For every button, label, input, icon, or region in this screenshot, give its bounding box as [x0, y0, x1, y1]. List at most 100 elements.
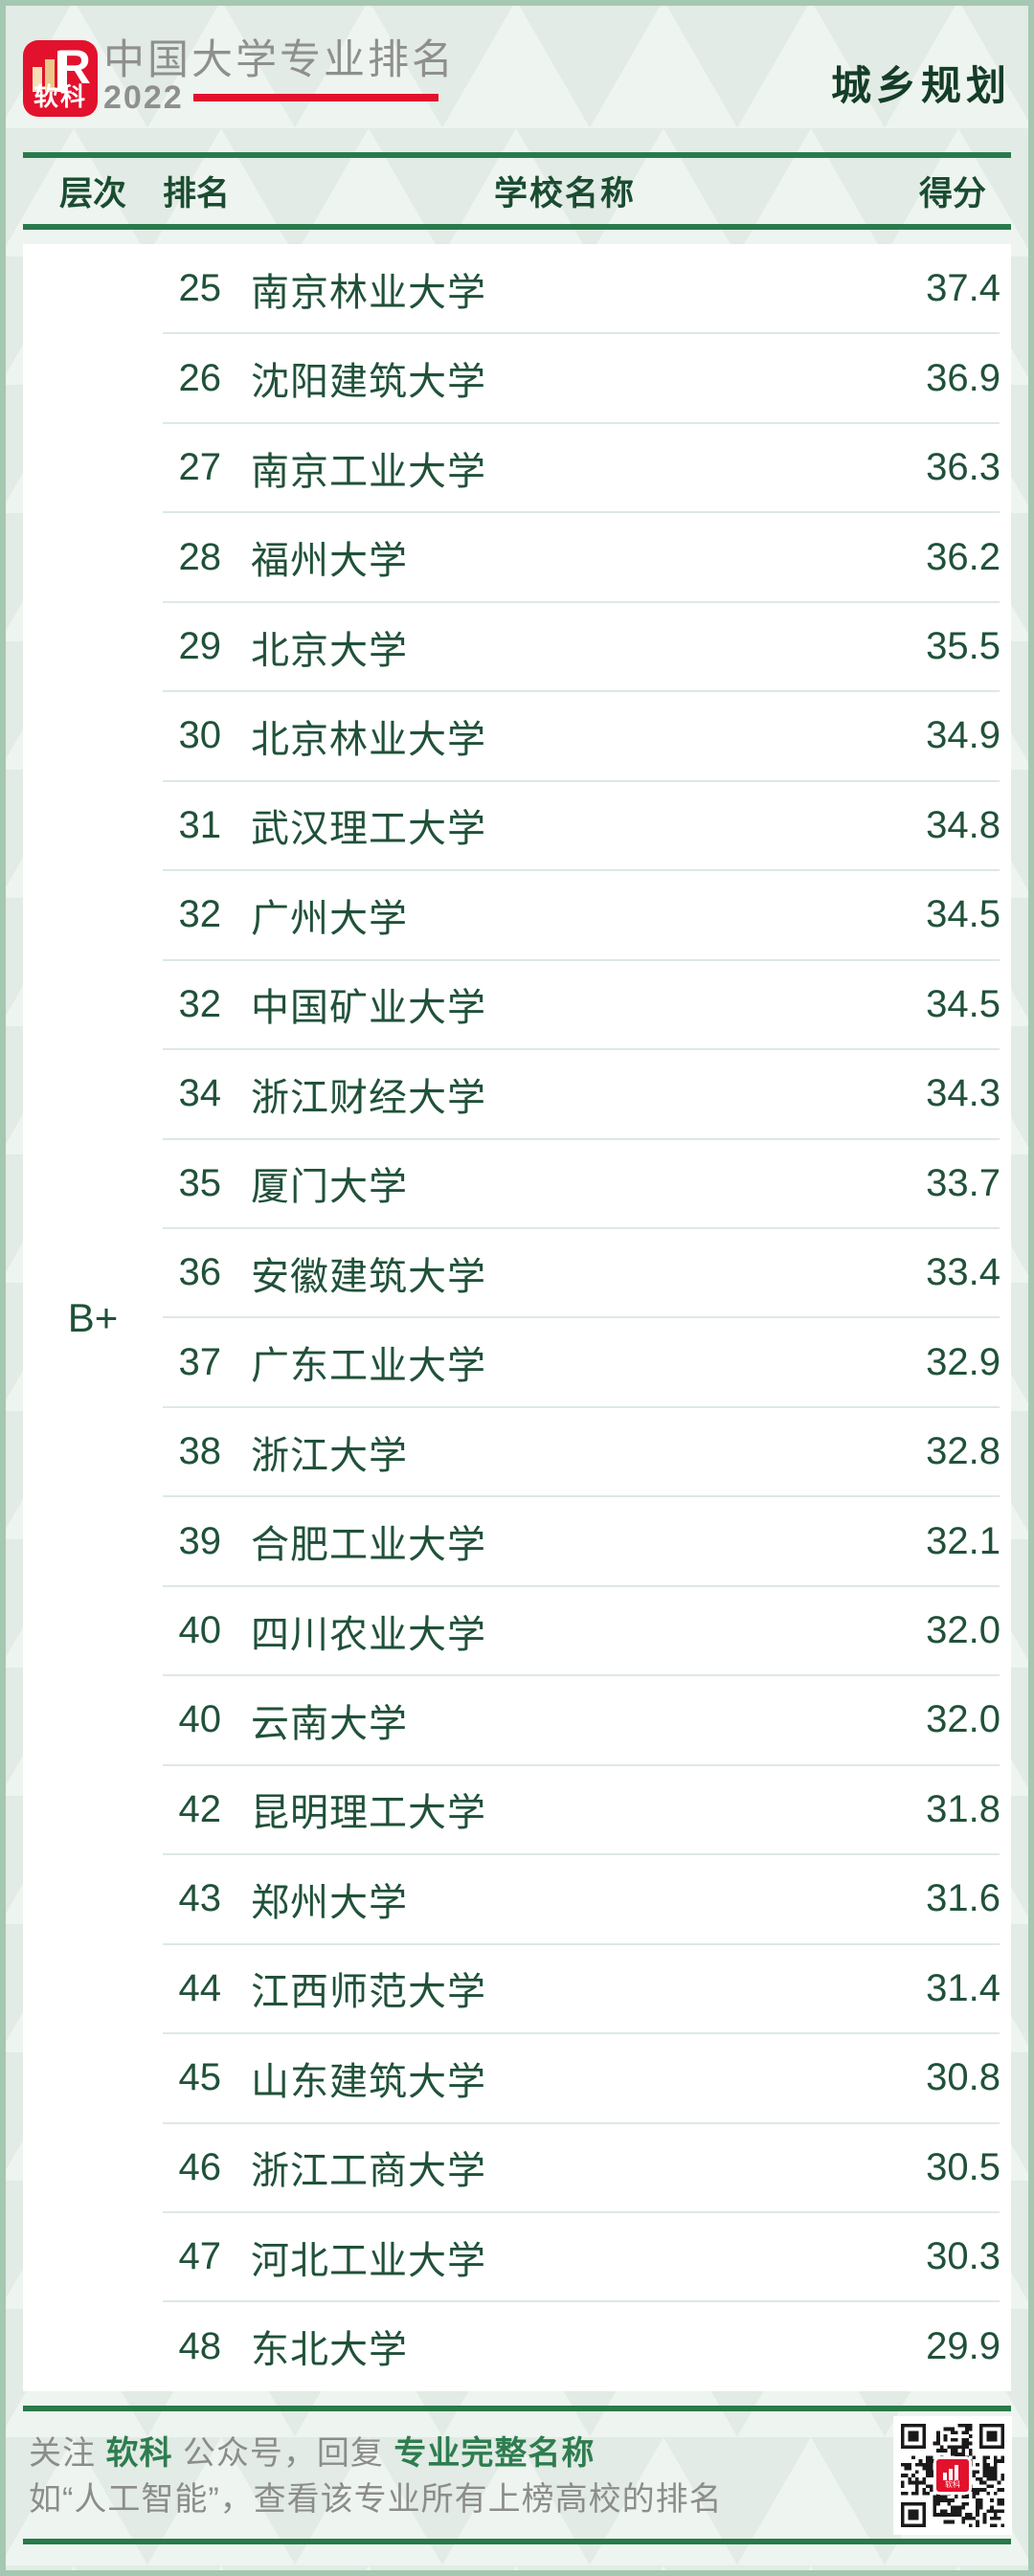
row-rank: 32: [178, 982, 222, 1025]
row-rank: 43: [178, 1877, 222, 1920]
row-rank: 27: [178, 446, 222, 489]
row-rank: 36: [178, 1251, 222, 1294]
table-row: 40 云南大学 32.0: [23, 1674, 1011, 1764]
row-school: 东北大学: [251, 2329, 408, 2372]
footer-follow-middle: 公众号，回复: [172, 2435, 394, 2472]
row-score: 36.9: [926, 356, 1000, 399]
row-school: 浙江大学: [251, 1434, 408, 1477]
row-school: 广州大学: [251, 897, 408, 940]
row-score: 32.0: [926, 1609, 1000, 1652]
column-header-tier: 层次: [58, 175, 126, 213]
table-row: 45 山东建筑大学 30.8: [23, 2032, 1011, 2122]
row-school: 浙江工商大学: [251, 2150, 486, 2193]
table-header: 层次 排名 学校名称 得分: [23, 158, 1011, 224]
row-rank: 32: [178, 893, 222, 936]
row-rank: 37: [178, 1340, 222, 1383]
row-score: 30.8: [926, 2056, 1000, 2099]
row-score: 37.4: [926, 267, 1000, 310]
table-body: 25 南京林业大学 37.4 26 沈阳建筑大学 36.9 27 南京工业大学 …: [23, 244, 1011, 2391]
row-rank: 30: [178, 714, 222, 757]
bar-icon: [45, 59, 55, 92]
year-row: 2022: [103, 78, 438, 116]
table-row: 40 四川农业大学 32.0: [23, 1584, 1011, 1675]
column-header-rank: 排名: [163, 175, 231, 213]
row-rank: 29: [178, 625, 222, 668]
bar-icon: [57, 51, 67, 92]
table-row: 32 广州大学 34.5: [23, 869, 1011, 959]
row-score: 30.3: [926, 2235, 1000, 2278]
table-row: 28 福州大学 36.2: [23, 511, 1011, 601]
table-row: 29 北京大学 35.5: [23, 600, 1011, 691]
row-score: 36.2: [926, 535, 1000, 578]
row-score: 29.9: [926, 2324, 1000, 2367]
qr-code: 软科: [893, 2416, 1012, 2535]
row-school: 广东工业大学: [251, 1345, 486, 1388]
row-score: 32.1: [926, 1519, 1000, 1562]
row-score: 31.6: [926, 1877, 1000, 1920]
row-score: 30.5: [926, 2145, 1000, 2188]
divider-top: [23, 152, 1011, 158]
row-school: 江西师范大学: [251, 1971, 486, 2014]
row-score: 34.8: [926, 803, 1000, 846]
column-header-score: 得分: [918, 175, 986, 213]
row-rank: 40: [178, 1609, 222, 1652]
bar-chart-icon: [943, 2465, 958, 2480]
row-school: 北京大学: [251, 629, 408, 672]
row-score: 33.7: [926, 1161, 1000, 1204]
divider-footer-bottom: [23, 2539, 1011, 2544]
footer-brand-name: 软科: [105, 2435, 173, 2472]
row-score: 31.8: [926, 1787, 1000, 1830]
tier-label: B+: [67, 1294, 119, 1340]
divider-footer-top: [23, 2406, 1011, 2411]
row-school: 北京林业大学: [251, 718, 486, 761]
row-rank: 46: [178, 2145, 222, 2188]
row-school: 浙江财经大学: [251, 1076, 486, 1119]
row-rank: 42: [178, 1787, 222, 1830]
table-row: 25 南京林业大学 37.4: [23, 244, 1011, 333]
row-rank: 28: [178, 535, 222, 578]
table-row: 44 江西师范大学 31.4: [23, 1942, 1011, 2033]
table-row: 32 中国矿业大学 34.5: [23, 958, 1011, 1049]
table-row: 34 浙江财经大学 34.3: [23, 1048, 1011, 1138]
table-card: 25 南京林业大学 37.4 26 沈阳建筑大学 36.9 27 南京工业大学 …: [23, 244, 1011, 2391]
table-row: 46 浙江工商大学 30.5: [23, 2121, 1011, 2212]
row-school: 福州大学: [251, 540, 408, 583]
year-label: 2022: [103, 78, 184, 116]
row-rank: 25: [178, 267, 222, 310]
divider-header-bottom: [23, 224, 1011, 230]
bar-chart-icon: [33, 51, 67, 92]
row-rank: 39: [178, 1519, 222, 1562]
row-school: 昆明理工大学: [251, 1792, 486, 1835]
row-rank: 44: [178, 1966, 222, 2009]
table-row: 38 浙江大学 32.8: [23, 1405, 1011, 1496]
qr-finder-patterns: [901, 2424, 1004, 2527]
page-title: 中国大学专业排名: [103, 37, 456, 83]
row-score: 32.0: [926, 1698, 1000, 1741]
row-school: 中国矿业大学: [251, 987, 486, 1030]
table-row: 48 东北大学 29.9: [23, 2300, 1011, 2390]
row-score: 32.8: [926, 1430, 1000, 1473]
row-school: 郑州大学: [251, 1881, 408, 1924]
table-row: 42 昆明理工大学 31.8: [23, 1763, 1011, 1854]
row-score: 31.4: [926, 1966, 1000, 2009]
row-rank: 31: [178, 803, 222, 846]
logo-brand-name: 软科: [33, 82, 87, 111]
row-school: 河北工业大学: [251, 2239, 486, 2282]
row-school: 安徽建筑大学: [251, 1255, 486, 1298]
row-school: 云南大学: [251, 1702, 408, 1745]
row-rank: 47: [178, 2235, 222, 2278]
row-score: 36.3: [926, 446, 1000, 489]
subject-title: 城乡规划: [830, 63, 1011, 108]
row-score: 34.9: [926, 714, 1000, 757]
row-rank: 40: [178, 1698, 222, 1741]
table-row: 47 河北工业大学 30.3: [23, 2210, 1011, 2301]
row-score: 34.5: [926, 893, 1000, 936]
brand-logo: R 软科: [23, 40, 98, 117]
logo-r-letter: R: [56, 40, 91, 94]
row-school: 厦门大学: [251, 1166, 408, 1209]
row-school: 沈阳建筑大学: [251, 361, 486, 404]
footer-follow-prefix: 关注: [29, 2435, 106, 2472]
column-header-school: 学校名称: [493, 175, 636, 213]
row-rank: 45: [178, 2056, 222, 2099]
